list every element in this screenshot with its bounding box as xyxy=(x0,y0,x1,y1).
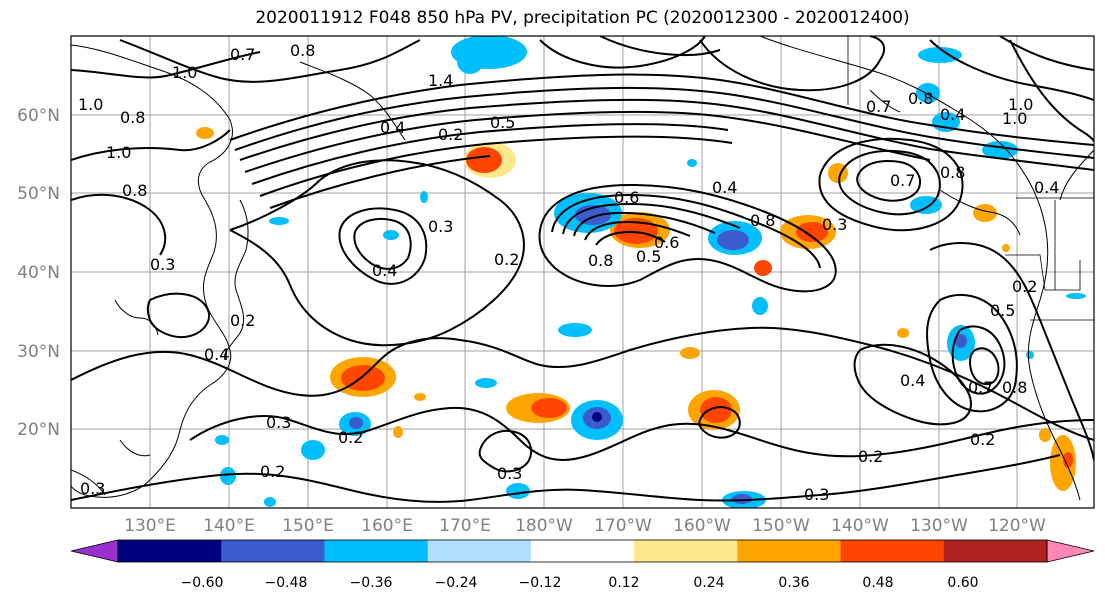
colorbar-tick-label: −0.24 xyxy=(435,575,478,591)
contour-label: 0.2 xyxy=(970,430,995,449)
contour-label: 1.0 xyxy=(78,95,103,114)
contour-label: 0.7 xyxy=(866,97,891,116)
colorbar-tick-label: −0.36 xyxy=(350,575,393,591)
lon-label: 140°W xyxy=(831,516,889,536)
contour-label: 0.8 xyxy=(120,108,145,127)
contour-label: 1.4 xyxy=(428,71,453,90)
precip-shading xyxy=(196,36,1086,508)
contour-label: 1.0 xyxy=(172,63,197,82)
latitude-labels: 60°N 50°N 40°N 30°N 20°N xyxy=(17,106,60,440)
colorbar-frame xyxy=(117,539,1048,563)
colorbar-extend-min xyxy=(70,539,119,563)
contour-label: 0.5 xyxy=(490,113,515,132)
contour-label: 0.3 xyxy=(150,255,175,274)
contour-label: 0.8 xyxy=(588,251,613,270)
contour-label: 0.4 xyxy=(380,118,405,137)
contour-label: 0.2 xyxy=(858,447,883,466)
colorbar-segment xyxy=(634,540,738,562)
map-frame xyxy=(70,35,1095,509)
colorbar-segment xyxy=(840,540,945,562)
contour-label: 0.8 xyxy=(290,41,315,60)
contour-label: 0.2 xyxy=(230,311,255,330)
contour-label: 0.3 xyxy=(497,464,522,483)
lon-label: 170°E xyxy=(439,516,491,536)
contour-label: 0.3 xyxy=(266,413,291,432)
colorbar-segment xyxy=(221,540,325,562)
lon-label: 120°W xyxy=(988,516,1046,536)
lat-label: 50°N xyxy=(17,184,60,204)
contour-label: 0.3 xyxy=(804,485,829,504)
colorbar-segment xyxy=(737,540,842,562)
lon-label: 130°W xyxy=(910,516,968,536)
lon-label: 160°E xyxy=(361,516,413,536)
lat-label: 40°N xyxy=(17,263,60,283)
colorbar-tick-label: 0.36 xyxy=(778,575,809,591)
contour-label: 0.4 xyxy=(1034,178,1059,197)
contour-label: 0.8 xyxy=(908,89,933,108)
contour-label: 0.2 xyxy=(338,428,363,447)
colorbar-tick-label: −0.60 xyxy=(181,575,224,591)
colorbar-tick-label: 0.48 xyxy=(862,575,893,591)
colorbar-tick-label: 0.12 xyxy=(608,575,639,591)
contour-label: 0.7 xyxy=(968,378,993,397)
colorbar-tick-label: −0.48 xyxy=(265,575,308,591)
contour-label: 0.2 xyxy=(1012,277,1037,296)
lon-label: 160°W xyxy=(673,516,731,536)
contour-label: 0.5 xyxy=(990,301,1015,320)
contour-label: 0.6 xyxy=(654,233,679,252)
longitude-labels: 130°E 140°E 150°E 160°E 170°E 180°W 170°… xyxy=(124,516,1046,536)
colorbar-segment xyxy=(530,540,635,562)
colorbar-segment xyxy=(943,540,1048,562)
contour-label: 0.4 xyxy=(900,371,925,390)
pv-contours xyxy=(71,36,1094,503)
lon-label: 180°W xyxy=(515,516,573,536)
contour-label: 1.0 xyxy=(1002,109,1027,128)
contour-label: 0.8 xyxy=(122,181,147,200)
contour-label: 1.0 xyxy=(1008,95,1033,114)
contour-label: 0.5 xyxy=(636,247,661,266)
contour-label: 0.8 xyxy=(940,163,965,182)
contour-label: 0.4 xyxy=(204,345,229,364)
coastlines xyxy=(71,36,1094,501)
map-title: 2020011912 F048 850 hPa PV, precipitatio… xyxy=(255,8,910,28)
contour-label: 0.8 xyxy=(1002,378,1027,397)
colorbar-segment xyxy=(324,540,429,562)
contour-label: 0.2 xyxy=(494,250,519,269)
contour-label: 0.4 xyxy=(940,105,965,124)
colorbar xyxy=(70,539,1095,563)
contour-label: 0.4 xyxy=(372,261,397,280)
contour-label: 0.3 xyxy=(822,215,847,234)
colorbar-tick-label: 0.24 xyxy=(693,575,724,591)
contour-label: 0.3 xyxy=(428,217,453,236)
lat-label: 30°N xyxy=(17,342,60,362)
contour-label: 0.4 xyxy=(712,178,737,197)
lon-label: 140°E xyxy=(203,516,255,536)
colorbar-tick-label: 0.60 xyxy=(947,575,978,591)
contour-label: 0.3 xyxy=(80,479,105,498)
lat-label: 20°N xyxy=(17,420,60,440)
contour-label: 0.8 xyxy=(750,211,775,230)
lon-label: 150°W xyxy=(752,516,810,536)
colorbar-tick-labels: −0.60 −0.48 −0.36 −0.24 −0.12 0.12 0.24 … xyxy=(181,575,979,591)
contour-label: 0.2 xyxy=(438,125,463,144)
lon-label: 150°E xyxy=(282,516,334,536)
contour-label: 0.6 xyxy=(614,188,639,207)
colorbar-tick-label: −0.12 xyxy=(519,575,562,591)
lat-label: 60°N xyxy=(17,106,60,126)
contour-labels: 1.0 0.7 0.8 1.4 1.0 0.8 1.0 0.4 0.2 0.5 … xyxy=(78,41,1059,504)
lon-label: 130°E xyxy=(124,516,176,536)
colorbar-segment xyxy=(427,540,532,562)
contour-label: 0.7 xyxy=(230,45,255,64)
colorbar-extend-max xyxy=(1046,539,1095,563)
colorbar-segment xyxy=(118,540,222,562)
contour-label: 0.2 xyxy=(260,462,285,481)
contour-label: 0.7 xyxy=(890,171,915,190)
lon-label: 170°W xyxy=(594,516,652,536)
contour-label: 1.0 xyxy=(106,143,131,162)
